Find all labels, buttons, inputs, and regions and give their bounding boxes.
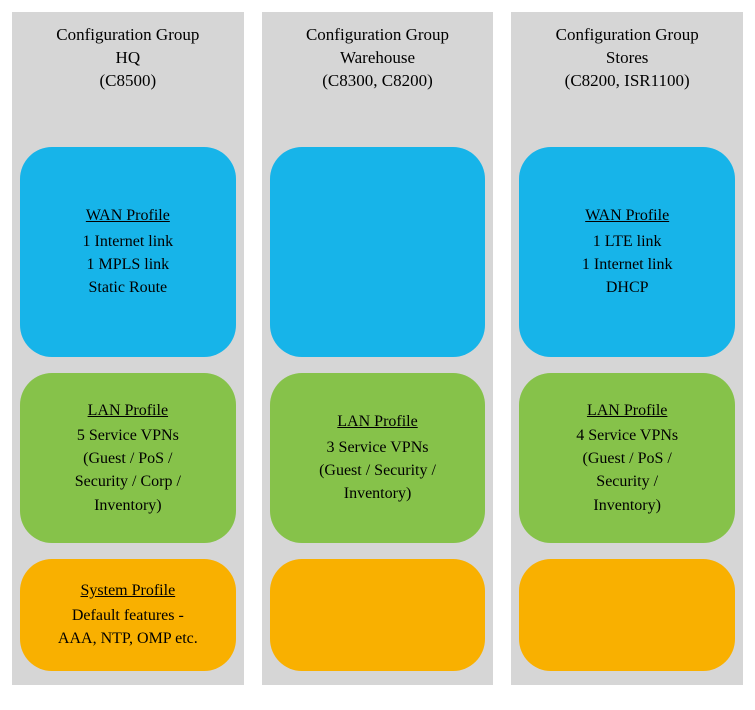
card-line: (Guest / PoS /: [583, 447, 672, 470]
card-line: 1 Internet link: [582, 253, 673, 276]
card-title: LAN Profile: [587, 399, 667, 422]
card-line: 4 Service VPNs: [576, 424, 678, 447]
header-line: Configuration Group: [521, 24, 733, 47]
lan-profile-warehouse: LAN Profile 3 Service VPNs (Guest / Secu…: [270, 373, 486, 543]
card-line: (Guest / Security /: [319, 459, 436, 482]
wan-profile-hq: WAN Profile 1 Internet link 1 MPLS link …: [20, 147, 236, 357]
spacer: [270, 103, 486, 147]
lan-profile-hq: LAN Profile 5 Service VPNs (Guest / PoS …: [20, 373, 236, 543]
spacer: [519, 103, 735, 147]
card-line: Default features -: [72, 604, 184, 627]
column-header-stores: Configuration Group Stores (C8200, ISR11…: [519, 20, 735, 103]
card-title: LAN Profile: [88, 399, 168, 422]
card-line: Static Route: [89, 276, 168, 299]
card-title: WAN Profile: [585, 204, 669, 227]
card-title: LAN Profile: [337, 410, 417, 433]
column-header-hq: Configuration Group HQ (C8500): [20, 20, 236, 103]
header-line: Warehouse: [272, 47, 484, 70]
column-header-warehouse: Configuration Group Warehouse (C8300, C8…: [270, 20, 486, 103]
header-line: (C8300, C8200): [272, 70, 484, 93]
system-profile-warehouse: [270, 559, 486, 671]
card-line: 3 Service VPNs: [327, 436, 429, 459]
card-line: (Guest / PoS /: [83, 447, 172, 470]
wan-profile-warehouse: [270, 147, 486, 357]
header-line: Stores: [521, 47, 733, 70]
header-line: (C8200, ISR1100): [521, 70, 733, 93]
card-line: AAA, NTP, OMP etc.: [58, 627, 198, 650]
card-line: Security /: [596, 470, 658, 493]
card-line: Security / Corp /: [75, 470, 181, 493]
wan-profile-stores: WAN Profile 1 LTE link 1 Internet link D…: [519, 147, 735, 357]
card-line: 1 MPLS link: [86, 253, 169, 276]
column-hq: Configuration Group HQ (C8500) WAN Profi…: [12, 12, 244, 685]
column-stores: Configuration Group Stores (C8200, ISR11…: [511, 12, 743, 685]
card-title: WAN Profile: [86, 204, 170, 227]
card-line: 1 LTE link: [593, 230, 662, 253]
header-line: Configuration Group: [22, 24, 234, 47]
card-line: DHCP: [606, 276, 649, 299]
card-title: System Profile: [81, 579, 176, 602]
system-profile-stores: [519, 559, 735, 671]
header-line: Configuration Group: [272, 24, 484, 47]
card-line: 5 Service VPNs: [77, 424, 179, 447]
card-line: Inventory): [593, 494, 661, 517]
header-line: HQ: [22, 47, 234, 70]
diagram-container: Configuration Group HQ (C8500) WAN Profi…: [12, 12, 743, 685]
system-profile-hq: System Profile Default features - AAA, N…: [20, 559, 236, 671]
spacer: [20, 103, 236, 147]
card-line: 1 Internet link: [83, 230, 174, 253]
card-line: Inventory): [344, 482, 412, 505]
lan-profile-stores: LAN Profile 4 Service VPNs (Guest / PoS …: [519, 373, 735, 543]
header-line: (C8500): [22, 70, 234, 93]
column-warehouse: Configuration Group Warehouse (C8300, C8…: [262, 12, 494, 685]
card-line: Inventory): [94, 494, 162, 517]
